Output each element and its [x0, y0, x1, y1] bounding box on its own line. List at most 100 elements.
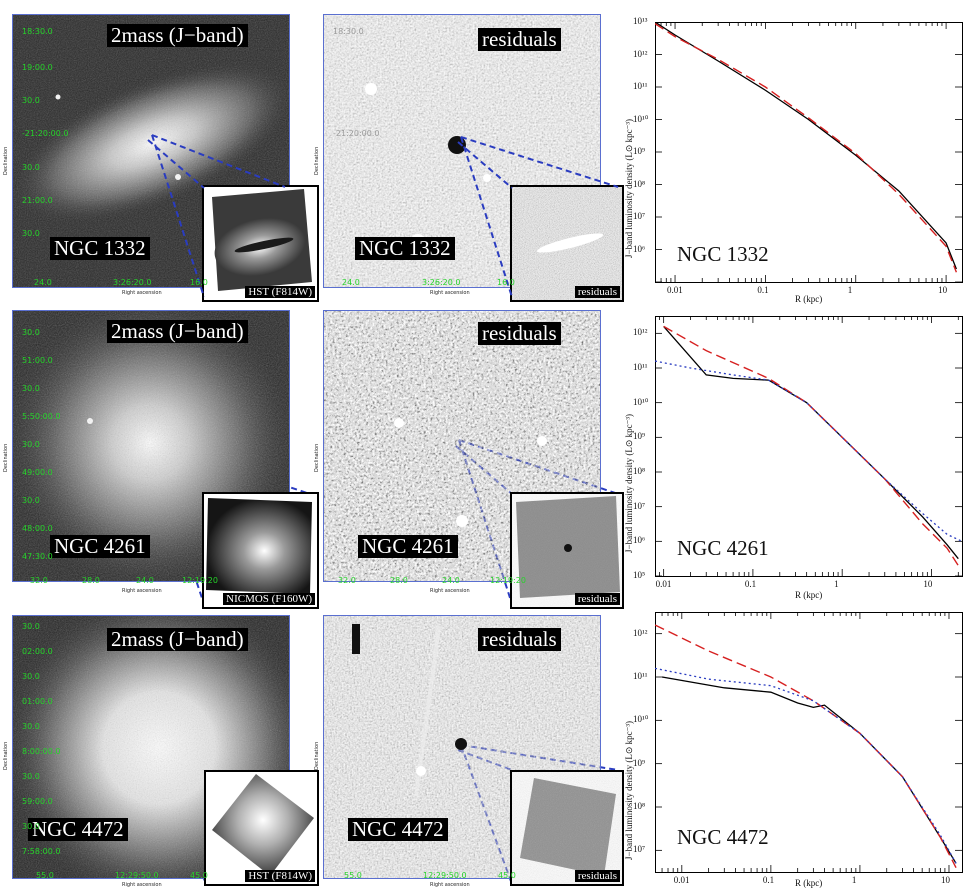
profile-y-tick-label: 10¹²: [633, 627, 648, 638]
profile-y-tick-label: 10¹⁰: [633, 396, 649, 407]
plot-frame: [655, 612, 963, 873]
dec-tick: 30.0: [22, 328, 40, 337]
dec-tick: 19:00.0: [22, 63, 53, 72]
residual-inset-image: [518, 191, 618, 291]
ra-tick: 16.0: [190, 278, 208, 287]
ra-tick: 45.0: [190, 871, 208, 880]
dec-tick: 30.0: [22, 722, 40, 731]
plot-frame: [655, 316, 963, 577]
dec-tick: 01:00.0: [22, 697, 53, 706]
dec-tick: 30.0: [22, 822, 40, 831]
residual-inset: residuals: [510, 492, 624, 609]
profile-y-tick-label: 10¹⁰: [633, 714, 649, 725]
ra-tick: 24.0: [136, 576, 154, 585]
ra-tick: 55.0: [36, 871, 54, 880]
x-axis-label: Right ascension: [430, 588, 470, 594]
inset-label: residuals: [574, 869, 620, 882]
residual-inset-image: [516, 496, 620, 598]
dec-tick: 30.0: [22, 622, 40, 631]
profile-x-tick-label: 1: [851, 875, 857, 885]
x-axis-label: Right ascension: [122, 882, 162, 888]
ra-tick: 12:19:20: [490, 576, 526, 585]
dec-tick: -21:20:00.0: [22, 129, 69, 138]
ra-tick: 3:26:20.0: [113, 278, 152, 287]
profile-galaxy-name: NGC 1332: [677, 242, 769, 266]
profile-series-line: [655, 22, 957, 270]
dec-tick: 30.0: [22, 772, 40, 781]
profile-x-axis-label: R (kpc): [795, 590, 823, 600]
ra-tick: 45.0: [498, 871, 516, 880]
hst-inset-image: [212, 774, 314, 876]
ra-tick: 28.0: [82, 576, 100, 585]
x-axis-label: Right ascension: [430, 882, 470, 888]
galaxy-name-label: NGC 4472: [28, 817, 128, 842]
dec-tick: 49:00.0: [22, 468, 53, 477]
dec-tick: 5:50:00.0: [22, 412, 61, 421]
profile-x-tick-label: 10: [940, 875, 950, 885]
ra-tick: 24.0: [342, 278, 360, 287]
ra-tick: 12:29:50.0: [115, 871, 159, 880]
profile-y-tick-label: 10⁹: [633, 431, 646, 442]
dec-tick: 30.0: [22, 672, 40, 681]
dec-tick: 51:00.0: [22, 356, 53, 365]
profile-series-line: [655, 23, 958, 273]
profile-x-tick-label: 0.01: [655, 579, 672, 589]
dec-tick: 47:30.0: [22, 552, 53, 561]
profile-y-tick-label: 10⁹: [633, 146, 646, 156]
profile-series-line: [655, 360, 963, 542]
hst-inset-image: [212, 189, 312, 291]
profile-x-tick-label: 1: [834, 579, 839, 589]
dec-tick: 48:00.0: [22, 524, 53, 533]
ra-tick: 32.0: [30, 576, 48, 585]
dec-tick: 8:00:00.0: [22, 747, 61, 756]
profile-x-tick-label: 10: [938, 285, 948, 295]
profile-y-tick-label: 10⁸: [633, 801, 646, 811]
inset-label: HST (F814W): [245, 869, 315, 882]
dec-tick: 18:30.0: [333, 27, 364, 36]
nicmos-inset: NICMOS (F160W): [202, 492, 319, 609]
x-axis-label: Right ascension: [122, 588, 162, 594]
galaxy-name-label: NGC 4261: [358, 534, 458, 559]
dec-tick: 7:58:00.0: [22, 847, 61, 856]
ra-tick: 16.0: [497, 278, 515, 287]
profile-y-tick-label: 10¹¹: [633, 671, 648, 681]
y-axis-label: Declination: [314, 146, 320, 175]
dec-tick: 59:00.0: [22, 797, 53, 806]
profile-x-tick-label: 0.1: [744, 579, 757, 589]
x-axis-label: Right ascension: [122, 290, 162, 296]
dec-tick: 21:00.0: [22, 196, 53, 205]
profile-x-tick-label: 0.1: [762, 875, 775, 885]
residual-inset: residuals: [510, 185, 624, 302]
image-label: 2mass (J−band): [107, 627, 248, 652]
profile-y-tick-label: 10⁸: [633, 178, 646, 189]
dec-tick: 30.0: [22, 496, 40, 505]
profile-y-tick-label: 10⁹: [633, 757, 646, 768]
dec-tick: 30.0: [22, 96, 40, 105]
dec-tick: 30.0: [22, 163, 40, 172]
ra-tick: 3:26:20.0: [422, 278, 461, 287]
profile-y-tick-label: 10¹¹: [633, 362, 648, 372]
y-axis-label: Declination: [3, 146, 9, 175]
dec-tick: 02:00.0: [22, 647, 53, 656]
dec-tick: 30.0: [22, 229, 40, 238]
ra-tick: 12:19:20: [182, 576, 218, 585]
nicmos-inset-image: [206, 498, 312, 594]
profile-y-tick-label: 10⁷: [633, 211, 646, 221]
ra-tick: 28.0: [390, 576, 408, 585]
galaxy-name-label: NGC 4472: [348, 817, 448, 842]
dec-tick: 30.0: [22, 440, 40, 449]
ra-tick: 32.0: [338, 576, 356, 585]
profile-y-axis-label: J−band luminosity density (L⊙ kpc⁻³): [624, 720, 634, 860]
dec-tick: -21:20:00.0: [333, 129, 380, 138]
profile-y-tick-label: 10¹²: [633, 48, 648, 59]
inset-label: residuals: [574, 592, 620, 605]
profile-series-line: [655, 667, 957, 864]
profile-x-tick-label: 1: [847, 285, 853, 295]
galaxy-name-label: NGC 1332: [355, 236, 455, 261]
profile-x-axis-label: R (kpc): [795, 294, 823, 304]
profile-y-tick-label: 10⁶: [633, 243, 646, 254]
residual-label: residuals: [478, 27, 561, 52]
profile-plot-ngc4261: [655, 316, 963, 577]
ra-tick: 12:29:50.0: [423, 871, 467, 880]
residual-inset: residuals: [510, 770, 624, 886]
